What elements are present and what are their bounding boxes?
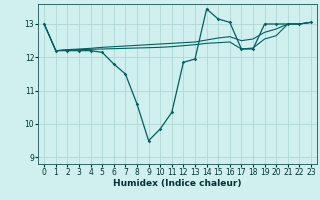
X-axis label: Humidex (Indice chaleur): Humidex (Indice chaleur) [113, 179, 242, 188]
